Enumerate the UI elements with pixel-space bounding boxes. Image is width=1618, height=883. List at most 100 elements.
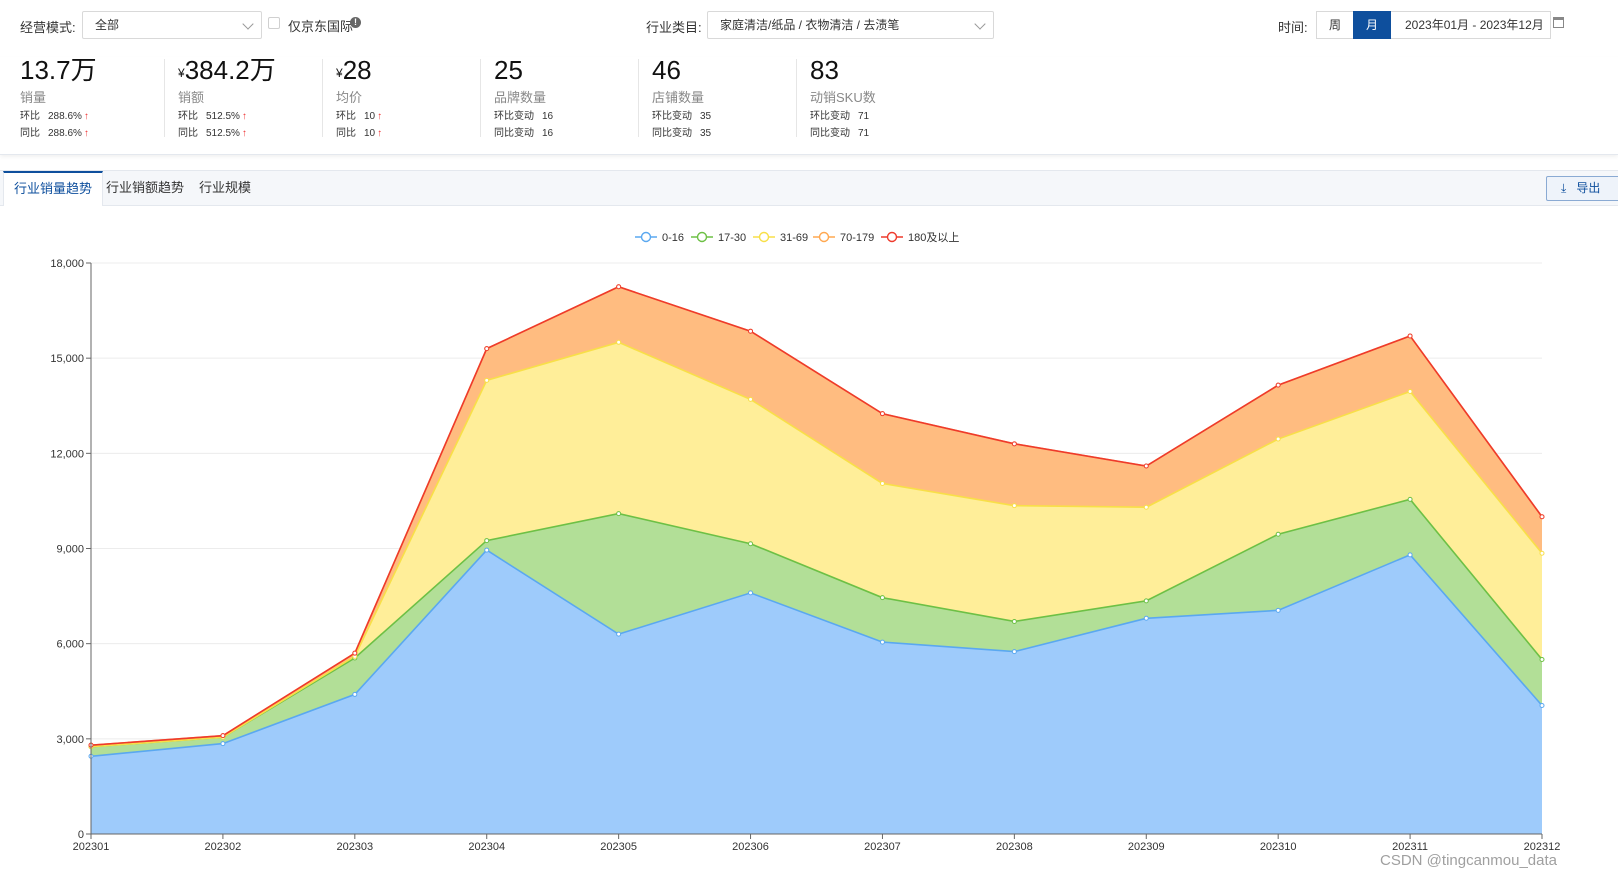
data-point	[1275, 382, 1281, 388]
data-point	[616, 339, 622, 345]
stacked-area-chart: 0 3,000 6,000 9,000 12,000 15,000 18,000 202301…	[50, 231, 1561, 853]
divider	[480, 59, 481, 137]
data-point	[1539, 550, 1545, 556]
data-point	[1143, 504, 1149, 510]
metric-mom: 环比变动 71	[810, 111, 870, 122]
data-point	[748, 590, 754, 596]
data-point	[1407, 333, 1413, 339]
metric-value: ¥28	[336, 55, 372, 85]
x-tick-label: 202312	[1524, 841, 1561, 853]
export-label: 导出	[1576, 181, 1601, 195]
series-line-180及以上	[90, 285, 1543, 746]
series-line-0-16	[90, 549, 1543, 758]
legend-label: 70-179	[840, 232, 874, 244]
metric-value: 83	[810, 55, 839, 85]
series-line-31-69	[90, 341, 1543, 748]
legend-swatch-marker	[758, 231, 770, 243]
divider	[638, 59, 639, 137]
industry-label: 行业类目:	[646, 20, 702, 35]
data-point	[1011, 618, 1017, 624]
metric-mom: 环比变动 16	[494, 111, 554, 122]
metric-mom: 环比变动 35	[652, 111, 712, 122]
arrow-up-icon: ↑	[83, 128, 89, 139]
x-tick-label: 202306	[732, 841, 769, 853]
chevron-down-icon	[974, 18, 986, 30]
x-tick-label: 202309	[1128, 841, 1165, 853]
series-line-17-30	[90, 498, 1543, 748]
data-point	[484, 377, 490, 383]
arrow-up-icon: ↑	[83, 111, 89, 122]
x-tick-label: 202304	[468, 841, 505, 853]
legend-item: 31-69	[753, 231, 808, 244]
data-point	[220, 741, 226, 747]
jd-intl-label: 仅京东国际	[288, 19, 354, 34]
y-tick-label: 15,000	[50, 353, 84, 365]
data-point	[879, 411, 885, 417]
data-point	[1275, 436, 1281, 442]
info-icon[interactable]: !	[350, 17, 361, 28]
legend-label: 0-16	[662, 232, 684, 244]
legend-swatch-marker	[640, 231, 652, 243]
metric-name: 动销SKU数	[810, 90, 876, 105]
data-point	[1143, 463, 1149, 469]
data-point	[484, 547, 490, 553]
data-point	[879, 595, 885, 601]
watermark: CSDN @tingcanmou_data	[1380, 852, 1557, 869]
calendar-icon[interactable]	[1553, 17, 1564, 28]
data-point	[1407, 552, 1413, 558]
data-point	[748, 328, 754, 334]
legend-item: 180及以上	[881, 231, 959, 244]
arrow-up-icon: ↑	[377, 111, 383, 122]
export-button[interactable]: ⤓ 导出	[1546, 176, 1618, 201]
data-point	[1143, 598, 1149, 604]
month-toggle[interactable]: 月	[1353, 11, 1391, 39]
mode-select-value: 全部	[95, 18, 120, 32]
chevron-down-icon	[242, 18, 254, 30]
divider	[164, 59, 165, 137]
metric-value: 25	[494, 55, 523, 85]
mode-select[interactable]: 全部	[82, 11, 262, 39]
metric-yoy: 同比 512.5% ↑	[178, 128, 247, 139]
tab-industry-sales-amount[interactable]: 行业销额趋势	[106, 180, 185, 195]
data-point	[879, 639, 885, 645]
divider	[796, 59, 797, 137]
tab-bar: 行业销量趋势 行业销额趋势 行业规模 ⤓ 导出	[0, 170, 1618, 206]
y-tick-label: 9,000	[56, 544, 84, 556]
metric-name: 销额	[178, 90, 205, 105]
legend-swatch-marker	[818, 231, 830, 243]
y-tick-label: 12,000	[50, 448, 84, 460]
week-toggle[interactable]: 周	[1316, 11, 1354, 39]
metric-name: 销量	[20, 90, 47, 105]
y-tick-label: 18,000	[50, 258, 84, 270]
area-31-69	[91, 342, 1542, 747]
data-point	[616, 631, 622, 637]
metric-value: 13.7万	[20, 55, 97, 85]
date-range-picker[interactable]: 2023年01月 - 2023年12月	[1391, 11, 1551, 39]
legend-item: 17-30	[691, 231, 746, 244]
data-point	[1539, 657, 1545, 663]
x-tick-label: 202303	[336, 841, 373, 853]
jd-intl-checkbox[interactable]	[268, 17, 280, 29]
y-tick-label: 6,000	[56, 639, 84, 651]
metric-mom: 环比 288.6% ↑	[20, 111, 89, 122]
filter-bar: 经营模式: 全部 仅京东国际 ! 行业类目: 家庭清洁/纸品 / 衣物清洁 / …	[0, 0, 1618, 50]
data-point	[1539, 703, 1545, 709]
arrow-up-icon: ↑	[241, 128, 247, 139]
legend-label: 31-69	[780, 232, 808, 244]
area-17-30	[91, 499, 1542, 757]
legend-swatch-marker	[696, 231, 708, 243]
tab-industry-scale[interactable]: 行业规模	[199, 180, 252, 195]
arrow-up-icon: ↑	[377, 128, 383, 139]
data-point	[352, 691, 358, 697]
data-point	[616, 511, 622, 517]
data-point	[484, 346, 490, 352]
x-tick-label: 202307	[864, 841, 901, 853]
industry-select[interactable]: 家庭清洁/纸品 / 衣物清洁 / 去渍笔	[707, 11, 994, 39]
legend-item: 70-179	[813, 231, 874, 244]
metric-yoy: 同比 10 ↑	[336, 128, 383, 139]
tab-industry-sales-volume[interactable]: 行业销量趋势	[3, 171, 104, 206]
data-point	[1275, 531, 1281, 537]
data-point	[1407, 388, 1413, 394]
data-point	[1011, 441, 1017, 447]
divider	[322, 59, 323, 137]
